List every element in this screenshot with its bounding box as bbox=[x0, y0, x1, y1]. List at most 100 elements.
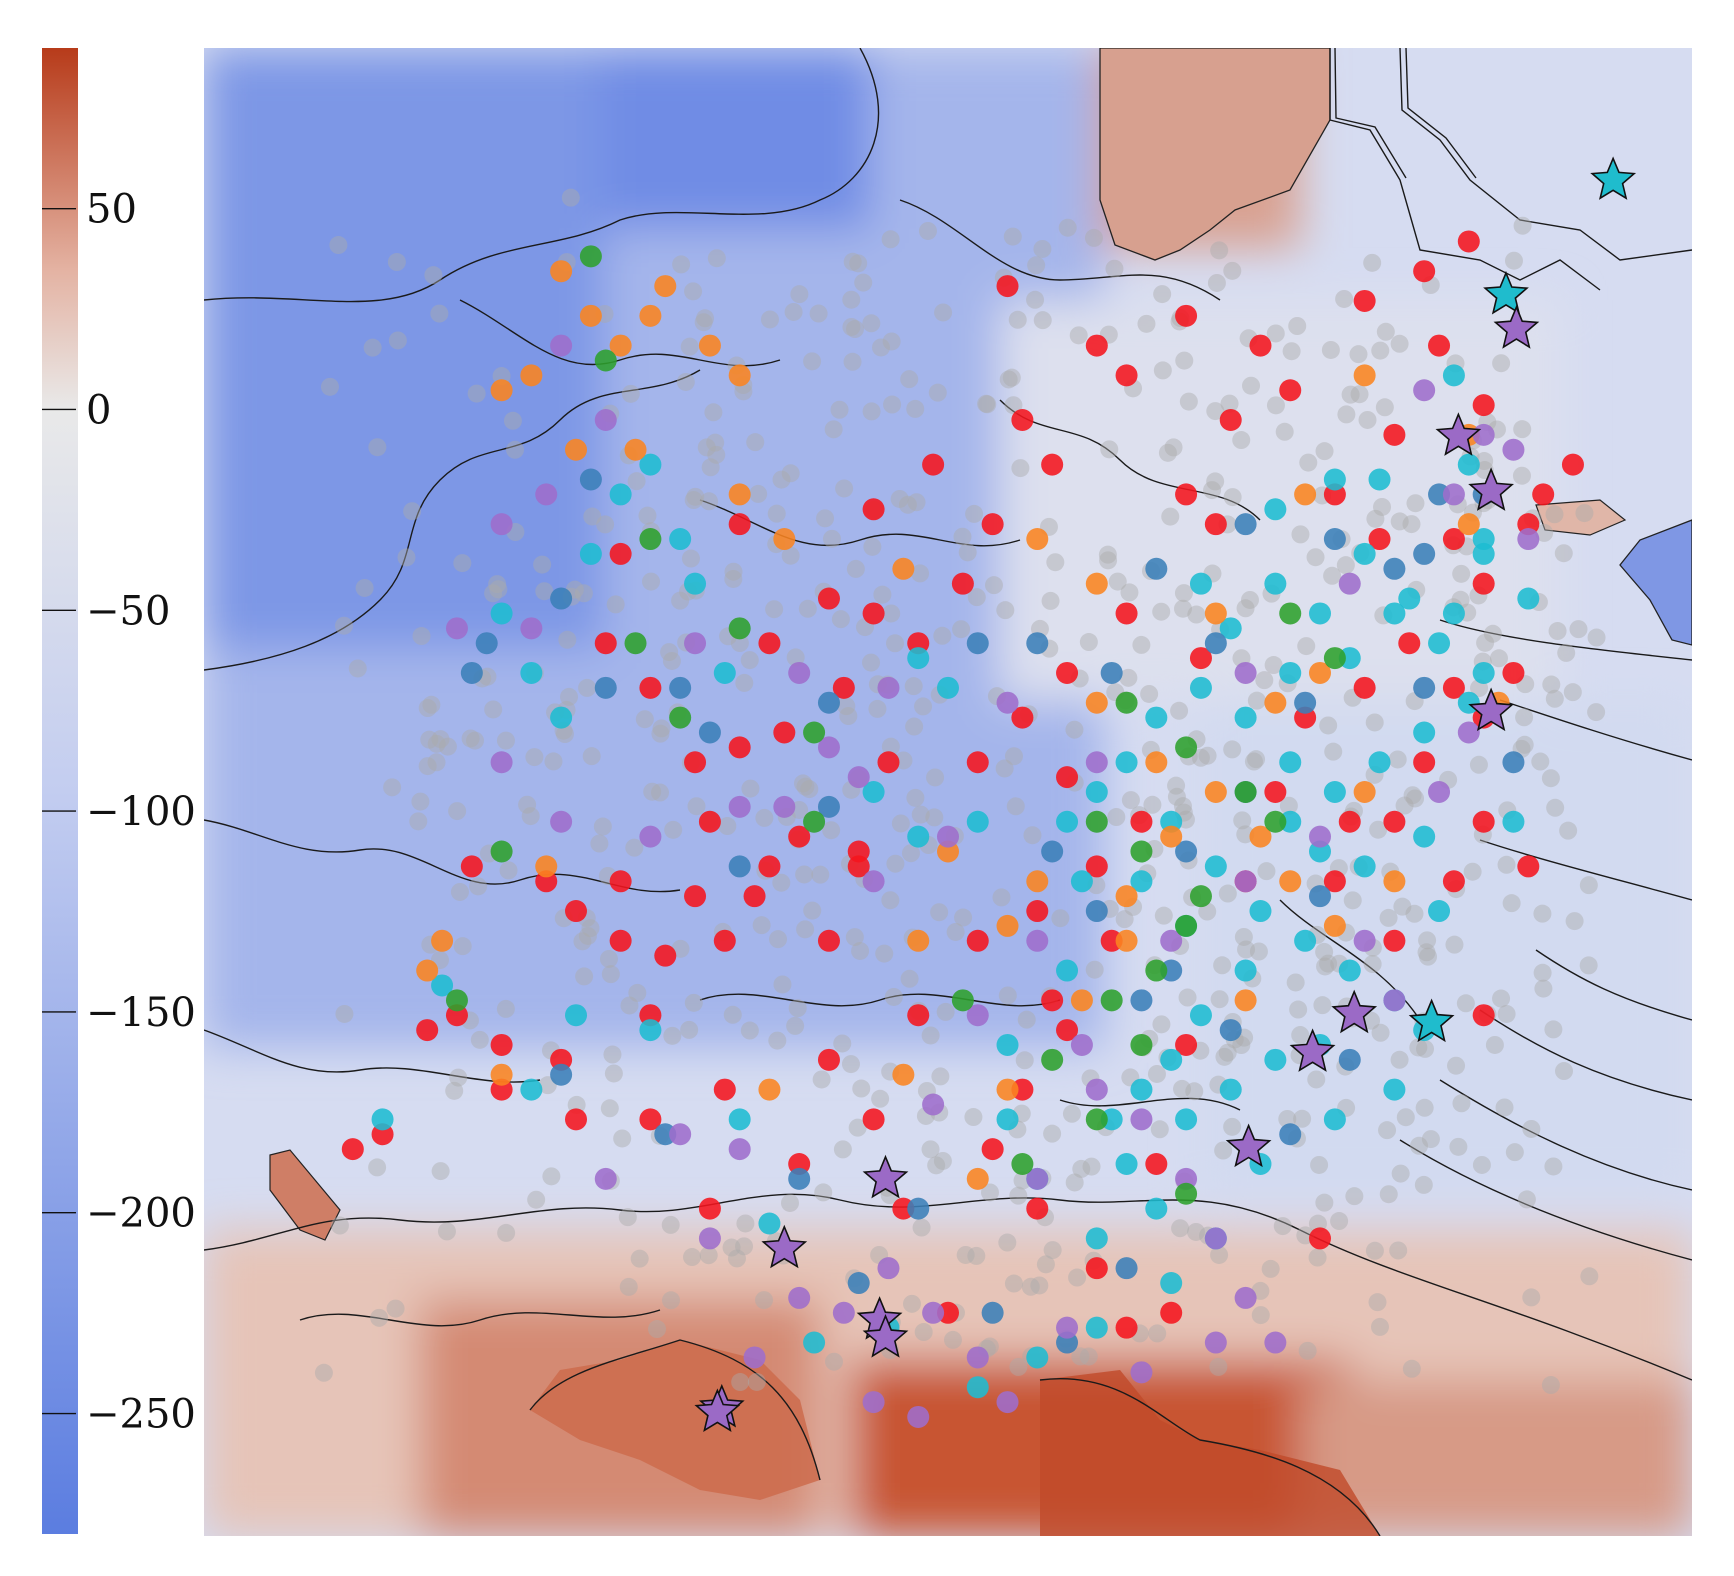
grey-background-point bbox=[1266, 324, 1285, 343]
scatter-point bbox=[1145, 1153, 1168, 1175]
scatter-point bbox=[1204, 602, 1227, 625]
scatter-point bbox=[773, 795, 796, 818]
grey-background-point bbox=[1388, 750, 1407, 769]
scatter-point bbox=[1115, 691, 1138, 714]
scatter-point bbox=[1026, 1197, 1049, 1220]
scatter-point bbox=[1234, 989, 1257, 1012]
grey-background-point bbox=[635, 710, 654, 729]
grey-background-point bbox=[769, 930, 788, 949]
grey-background-point bbox=[1395, 796, 1414, 815]
grey-background-point bbox=[397, 548, 416, 567]
scatter-point bbox=[1160, 825, 1183, 848]
scatter-point bbox=[698, 1227, 721, 1250]
grey-background-point bbox=[931, 1067, 950, 1086]
scatter-point bbox=[609, 334, 632, 357]
scatter-point bbox=[1219, 1078, 1242, 1101]
grey-background-point bbox=[1236, 599, 1255, 618]
scatter-point bbox=[1309, 825, 1331, 848]
scatter-point bbox=[1279, 661, 1302, 684]
grey-background-point bbox=[1017, 1010, 1036, 1029]
scatter-point bbox=[1413, 379, 1436, 402]
grey-background-point bbox=[1389, 1241, 1408, 1260]
scatter-point bbox=[743, 1346, 766, 1369]
scatter-point bbox=[951, 572, 974, 595]
scatter-point bbox=[594, 409, 617, 431]
grey-background-point bbox=[1266, 396, 1285, 415]
scatter-point bbox=[937, 676, 959, 699]
grey-background-point bbox=[542, 1167, 561, 1186]
grey-background-point bbox=[1390, 512, 1409, 531]
grey-background-point bbox=[368, 1158, 387, 1177]
scatter-point bbox=[1264, 691, 1287, 714]
grey-background-point bbox=[956, 1245, 975, 1264]
grey-background-point bbox=[427, 753, 446, 772]
grey-background-point bbox=[873, 585, 892, 604]
scatter-point bbox=[1085, 1108, 1108, 1131]
scatter-point bbox=[1115, 364, 1138, 387]
grey-background-point bbox=[1173, 599, 1192, 618]
scatter-point bbox=[520, 617, 543, 640]
grey-background-point bbox=[1366, 509, 1385, 528]
grey-background-point bbox=[467, 384, 486, 403]
grey-background-point bbox=[1403, 786, 1422, 805]
scatter-point bbox=[1398, 587, 1421, 610]
grey-background-point bbox=[967, 1246, 986, 1265]
grey-background-point bbox=[672, 255, 691, 274]
scatter-point bbox=[1026, 1167, 1049, 1190]
grey-background-point bbox=[335, 616, 354, 635]
grey-background-point bbox=[928, 383, 947, 402]
scatter-point bbox=[1175, 914, 1198, 937]
grey-background-point bbox=[1531, 752, 1550, 771]
grey-background-point bbox=[628, 983, 647, 1002]
star-marker bbox=[1468, 467, 1514, 511]
scatter-point bbox=[624, 438, 647, 461]
grey-background-point bbox=[561, 188, 580, 207]
grey-background-point bbox=[781, 546, 800, 565]
scatter-point bbox=[1309, 661, 1331, 684]
scatter-point bbox=[639, 528, 662, 551]
grey-background-point bbox=[1336, 556, 1355, 575]
scatter-point bbox=[1145, 959, 1168, 982]
scatter-point bbox=[1338, 1048, 1361, 1071]
scatter-point bbox=[877, 676, 900, 699]
scatter-point bbox=[1085, 900, 1108, 923]
scatter-point bbox=[684, 632, 707, 655]
grey-background-point bbox=[740, 651, 759, 670]
grey-background-point bbox=[544, 752, 563, 771]
grey-background-point bbox=[484, 584, 503, 603]
grey-background-point bbox=[663, 1026, 682, 1045]
grey-background-point bbox=[453, 554, 472, 573]
scatter-point bbox=[1383, 810, 1406, 833]
grey-background-point bbox=[599, 949, 618, 968]
grey-background-point bbox=[1358, 410, 1377, 429]
grey-background-point bbox=[1402, 1359, 1421, 1378]
scatter-point bbox=[639, 1019, 662, 1042]
scatter-point bbox=[1189, 572, 1212, 595]
grey-background-point bbox=[851, 941, 870, 960]
grey-background-point bbox=[1148, 1324, 1167, 1343]
scatter-point bbox=[803, 810, 826, 833]
scatter-point bbox=[535, 483, 558, 506]
scatter-point bbox=[1160, 929, 1183, 952]
grey-background-point bbox=[1315, 442, 1334, 461]
scatter-point bbox=[1175, 840, 1198, 863]
scatter-point bbox=[1413, 721, 1436, 744]
grey-background-point bbox=[1282, 342, 1301, 361]
grey-background-point bbox=[907, 493, 926, 512]
scatter-point bbox=[1100, 989, 1123, 1012]
grey-background-point bbox=[370, 1308, 389, 1327]
grey-background-point bbox=[1191, 748, 1210, 767]
scatter-point bbox=[996, 914, 1019, 937]
grey-background-point bbox=[773, 975, 792, 994]
scatter-point bbox=[609, 929, 632, 952]
scatter-point bbox=[1145, 1197, 1168, 1220]
grey-background-point bbox=[1515, 708, 1534, 727]
contour-low-region-right bbox=[1619, 519, 1692, 646]
grey-background-point bbox=[1167, 787, 1186, 806]
grey-background-point bbox=[1084, 228, 1103, 247]
grey-background-point bbox=[320, 377, 339, 396]
scatter-point bbox=[639, 825, 662, 848]
scatter-point bbox=[1502, 438, 1525, 461]
grey-background-point bbox=[1167, 776, 1186, 795]
